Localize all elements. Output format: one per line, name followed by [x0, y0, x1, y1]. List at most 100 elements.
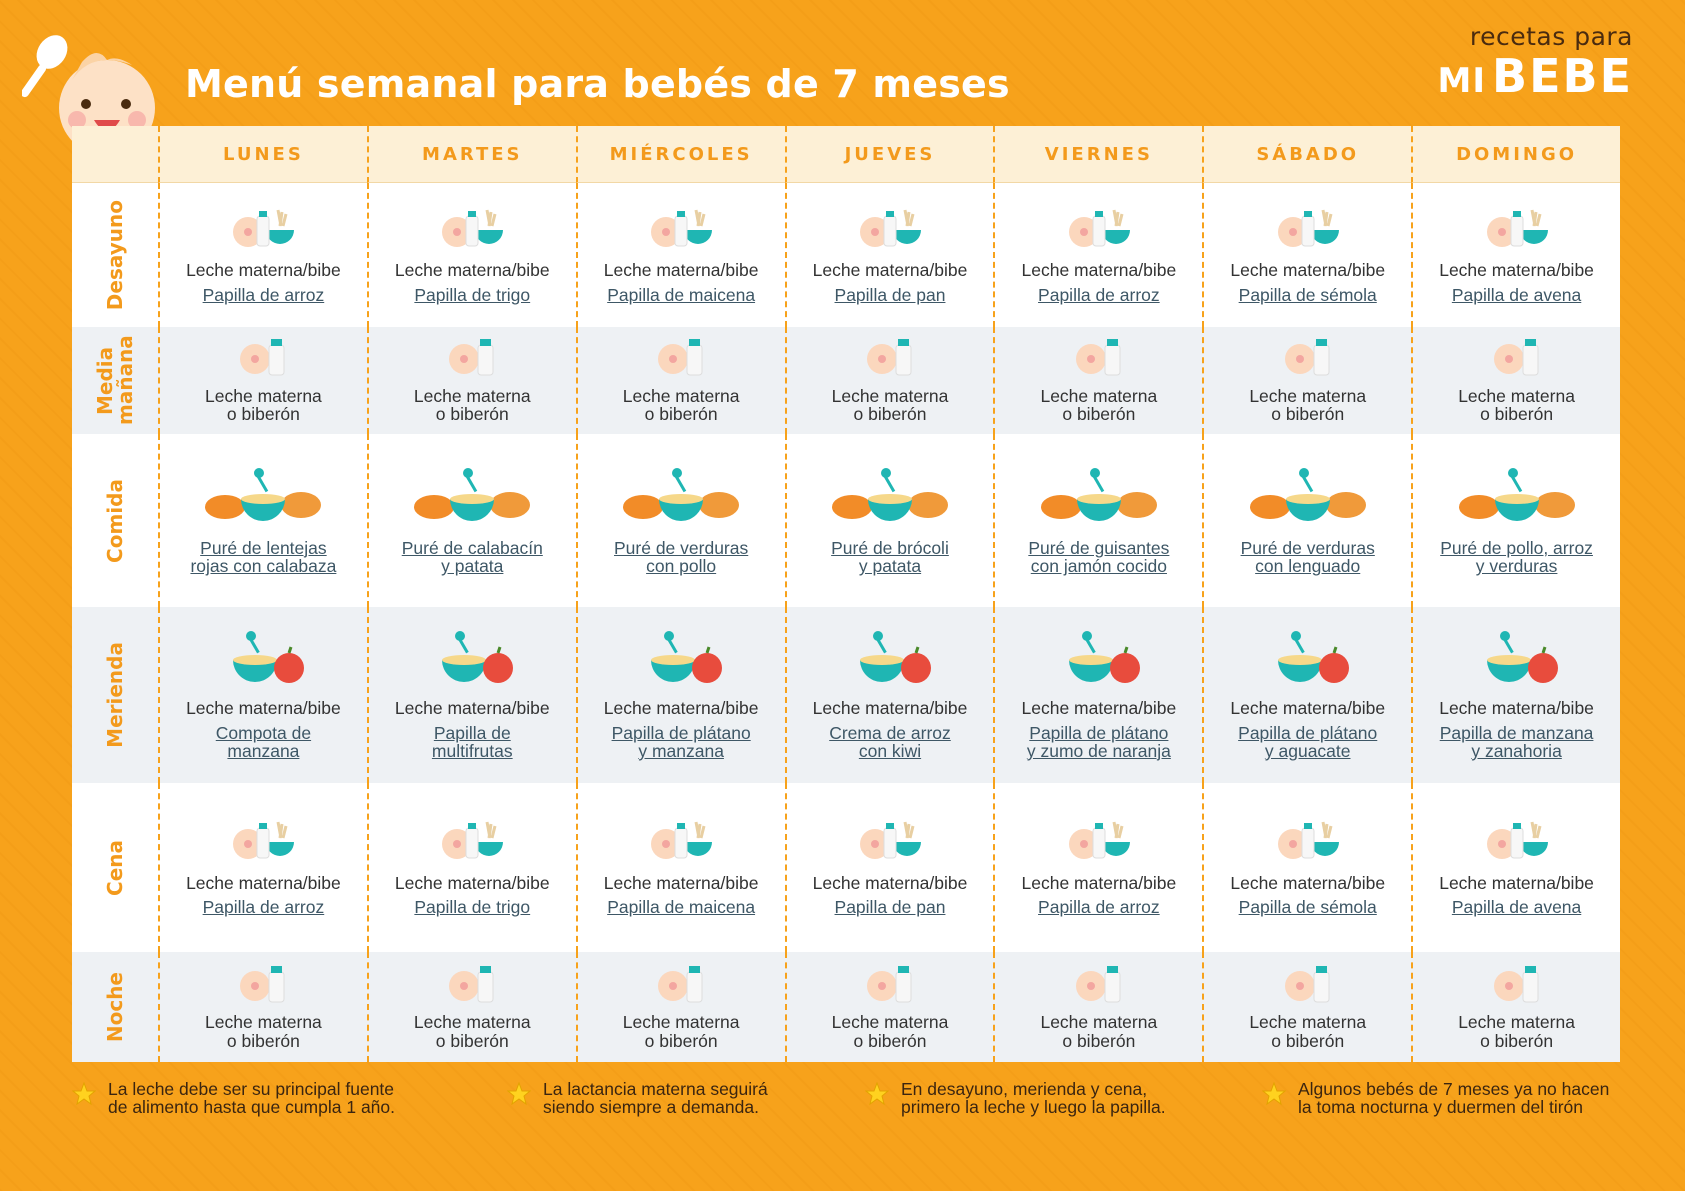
recipe-link[interactable]: Papilla de plátano: [1238, 722, 1378, 743]
menu-cell: Leche materna/bibe Papilla de arroz: [158, 183, 367, 327]
recipe-link[interactable]: Puré de brócoli: [831, 537, 949, 558]
recipe-link[interactable]: con jamón cocido: [1030, 556, 1167, 577]
menu-cell: Leche materna o biberón: [158, 327, 367, 434]
recipe-link[interactable]: Compota de: [215, 722, 312, 743]
recipe-link[interactable]: y verduras: [1475, 556, 1558, 577]
recipe-link[interactable]: Papilla de avena: [1451, 897, 1582, 918]
brand-name: MI BEBE: [1438, 53, 1633, 99]
note-text: La leche debe ser su principal fuente de …: [108, 1080, 395, 1117]
recipe-link[interactable]: Papilla de sémola: [1238, 284, 1377, 305]
recipe-link[interactable]: Papilla de plátano: [611, 722, 751, 743]
recipe-link[interactable]: manzana: [227, 740, 300, 761]
puree-icon: [203, 465, 323, 528]
note-text: La lactancia materna seguirá siendo siemp…: [543, 1080, 768, 1117]
breakfast-icon: [1275, 206, 1341, 255]
recipe-link[interactable]: Puré de calabacín: [401, 537, 543, 558]
menu-text: o biberón: [1480, 404, 1554, 425]
breakfast-icon: [648, 818, 714, 867]
menu-cell: Leche materna/bibe Papilla de trigo: [366, 783, 576, 952]
menu-cell: Leche materna/bibe Papilla de maicena: [575, 783, 785, 952]
star-icon: [506, 1080, 543, 1109]
breakfast-icon: [1066, 206, 1132, 255]
recipe-link[interactable]: Papilla de arroz: [202, 897, 325, 918]
recipe-link[interactable]: Puré de verduras: [1240, 537, 1375, 558]
menu-cell: Puré de calabacín y patata: [366, 434, 576, 607]
menu-text: Leche materna/bibe: [186, 872, 341, 893]
breakfast-icon: [857, 206, 923, 255]
recipe-link[interactable]: Papilla de: [433, 722, 511, 743]
recipe-link[interactable]: Papilla de manzana: [1439, 722, 1594, 743]
milk-icon: [862, 337, 918, 380]
menu-text: o biberón: [1062, 1030, 1136, 1051]
menu-cell: Leche materna/bibe Papilla de sémola: [1202, 783, 1411, 952]
menu-text: o biberón: [644, 1030, 718, 1051]
recipe-link[interactable]: Puré de lentejas: [200, 537, 327, 558]
recipe-link[interactable]: Crema de arroz: [829, 722, 951, 743]
menu-cell: Leche materna/bibe Crema de arroz con kiwi: [784, 607, 994, 783]
menu-cell: Leche materna/bibe Papilla de avena: [1411, 183, 1620, 327]
recipe-link[interactable]: Papilla de arroz: [1038, 284, 1160, 305]
menu-cell: Leche materna o biberón: [993, 327, 1203, 434]
menu-text: Leche materna: [205, 385, 322, 406]
milk-icon: [1071, 964, 1127, 1007]
recipe-link[interactable]: y manzana: [638, 740, 724, 761]
menu-text: Leche materna: [1458, 1012, 1575, 1033]
menu-text: Leche materna/bibe: [1439, 698, 1594, 719]
recipe-link[interactable]: rojas con calabaza: [190, 556, 337, 577]
note-3: Algunos bebés de 7 meses ya no hacen la t…: [1261, 1080, 1609, 1117]
menu-cell: Leche materna o biberón: [575, 327, 785, 434]
menu-text: Leche materna/bibe: [603, 698, 759, 719]
recipe-link[interactable]: Papilla de pan: [834, 897, 946, 918]
recipe-link[interactable]: Papilla de maicena: [607, 284, 756, 305]
row-label-text: Media mañana: [93, 335, 137, 426]
note-line: La leche debe ser su principal fuente: [108, 1079, 395, 1099]
menu-text: Leche materna/bibe: [394, 872, 550, 893]
menu-text: Leche materna/bibe: [186, 698, 341, 719]
menu-text: o biberón: [435, 1030, 509, 1051]
recipe-link[interactable]: con kiwi: [858, 740, 922, 761]
recipe-link[interactable]: multifrutas: [431, 740, 513, 761]
puree-icon: [1457, 465, 1577, 528]
recipe-link[interactable]: con pollo: [646, 556, 717, 577]
recipe-link[interactable]: Papilla de trigo: [414, 897, 531, 918]
row-label-text: Merienda: [103, 642, 127, 748]
recipe-link[interactable]: Papilla de avena: [1451, 284, 1582, 305]
recipe-link[interactable]: Puré de verduras: [614, 537, 749, 558]
menu-text: Leche materna/bibe: [812, 260, 968, 281]
menu-text: Leche materna: [413, 385, 531, 406]
breakfast-icon: [439, 206, 505, 255]
menu-cell: Leche materna o biberón: [784, 952, 994, 1062]
recipe-link[interactable]: y zanahoria: [1471, 740, 1562, 761]
recipe-link[interactable]: Papilla de pan: [834, 284, 946, 305]
recipe-link[interactable]: y zumo de naranja: [1026, 740, 1171, 761]
row-label-text: Noche: [103, 971, 127, 1043]
menu-cell: Leche materna/bibe Papilla de plátano y zu…: [993, 607, 1203, 783]
breakfast-icon: [230, 206, 296, 255]
menu-cell: Leche materna o biberón: [784, 327, 994, 434]
row-label-1: Media mañana: [72, 327, 158, 434]
recipe-link[interactable]: Puré de pollo, arroz: [1440, 537, 1593, 558]
menu-text: Leche materna: [622, 385, 740, 406]
recipe-link[interactable]: y aguacate: [1264, 740, 1351, 761]
recipe-link[interactable]: y patata: [441, 556, 504, 577]
menu-cell: Puré de brócoli y patata: [784, 434, 994, 607]
recipe-link[interactable]: con lenguado: [1255, 556, 1361, 577]
recipe-link[interactable]: Papilla de sémola: [1238, 897, 1377, 918]
recipe-link[interactable]: Puré de guisantes: [1028, 537, 1170, 558]
menu-table: LUNES MARTES MIÉRCOLES JUEVES VIERNES SÁBADO D…: [72, 126, 1620, 1062]
recipe-link[interactable]: Papilla de arroz: [1038, 897, 1160, 918]
menu-text: o biberón: [644, 404, 718, 425]
menu-text: Leche materna/bibe: [1230, 872, 1386, 893]
recipe-link[interactable]: Papilla de trigo: [414, 284, 531, 305]
menu-text: o biberón: [226, 404, 300, 425]
recipe-link[interactable]: y patata: [858, 556, 922, 577]
breakfast-icon: [1066, 818, 1132, 867]
menu-cell: Leche materna/bibe Papilla de arroz: [993, 783, 1202, 952]
recipe-link[interactable]: Papilla de arroz: [202, 284, 325, 305]
recipe-link[interactable]: Papilla de maicena: [607, 897, 756, 918]
star-icon: [1261, 1080, 1298, 1109]
recipe-link[interactable]: Papilla de plátano: [1029, 722, 1169, 743]
menu-text: Leche materna: [413, 1012, 531, 1033]
day-header-3: JUEVES: [784, 126, 994, 183]
milk-icon: [1489, 964, 1545, 1007]
